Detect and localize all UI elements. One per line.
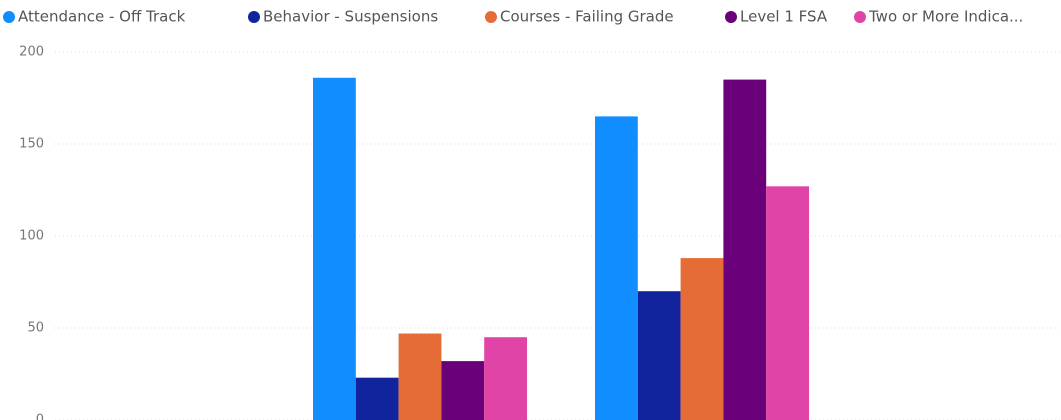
legend-marker [725, 11, 737, 23]
bar [441, 361, 485, 420]
legend-marker [485, 11, 497, 23]
bar [398, 333, 442, 420]
bar [766, 186, 809, 420]
bar [595, 116, 638, 420]
bar [484, 337, 527, 420]
y-tick-label: 0 [36, 413, 44, 420]
legend-label: Level 1 FSA [740, 8, 828, 26]
bar [723, 79, 767, 420]
legend-label: Behavior - Suspensions [263, 8, 438, 26]
legend-label: Attendance - Off Track [18, 8, 186, 26]
bar [313, 77, 356, 420]
legend-marker [248, 11, 260, 23]
legend-marker [854, 11, 866, 23]
y-tick-label: 100 [19, 229, 44, 244]
legend-label: Courses - Failing Grade [500, 8, 674, 26]
bar [680, 258, 724, 420]
bar [637, 291, 681, 420]
y-tick-label: 50 [27, 321, 44, 336]
legend-marker [3, 11, 15, 23]
y-tick-label: 150 [19, 137, 44, 152]
y-tick-label: 200 [19, 45, 44, 60]
bar [355, 377, 399, 420]
legend-label: Two or More Indica... [868, 8, 1023, 26]
